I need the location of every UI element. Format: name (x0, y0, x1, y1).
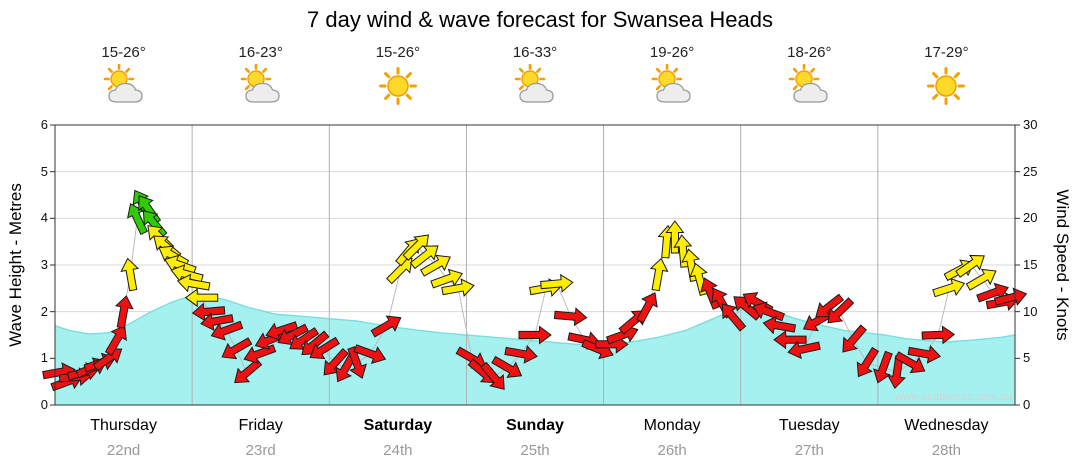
wind-arrow (504, 345, 538, 364)
wind-arrow (665, 220, 685, 254)
wind-arrow (965, 268, 997, 291)
wind-arrow (184, 288, 219, 308)
wind-arrow (649, 257, 669, 292)
wind-arrow (210, 320, 244, 341)
wind-arrow (480, 361, 505, 390)
wind-arrow (491, 355, 523, 378)
wind-arrow (540, 273, 574, 293)
wind-arrow (104, 325, 127, 357)
wind-arrow (370, 315, 402, 338)
watermark: www.seabreeze.com.au (895, 391, 1012, 403)
wind-arrow (243, 344, 277, 364)
wind-arrow (114, 295, 134, 329)
wind-arrow (176, 273, 211, 293)
wind-arrow (773, 330, 807, 350)
wind-arrow (234, 358, 263, 384)
wind-arrow (419, 254, 451, 277)
wind-arrow (907, 345, 942, 364)
wind-arrow (636, 292, 658, 324)
wind-arrow (200, 312, 234, 332)
wind-arrow (787, 340, 821, 360)
wind-arrow (430, 268, 464, 289)
wind-arrow (347, 346, 367, 379)
wind-arrow (221, 337, 253, 360)
wind-arrow (827, 297, 855, 324)
chart-title: 7 day wind & wave forecast for Swansea H… (307, 7, 773, 32)
wind-arrow (856, 346, 880, 378)
wind-arrow (894, 351, 926, 374)
wind-arrow (955, 254, 985, 278)
wind-arrow (441, 278, 475, 297)
wind-arrow (842, 324, 867, 353)
wind-arrow (993, 287, 1028, 306)
wind-arrow (873, 350, 893, 384)
wind-arrow (353, 344, 387, 364)
plot-border (54, 124, 1016, 406)
wind-arrow (932, 278, 966, 298)
wind-arrow (142, 210, 168, 239)
wind-arrow (409, 245, 439, 270)
wind-arrow (762, 315, 797, 335)
wind-arrow (309, 336, 340, 360)
wind-arrow (700, 277, 721, 310)
wind-arrow (518, 325, 552, 345)
wind-arrow (921, 325, 956, 345)
wind-arrow (120, 257, 140, 292)
wind-arrow (553, 307, 588, 327)
wind-arrow (721, 303, 747, 332)
